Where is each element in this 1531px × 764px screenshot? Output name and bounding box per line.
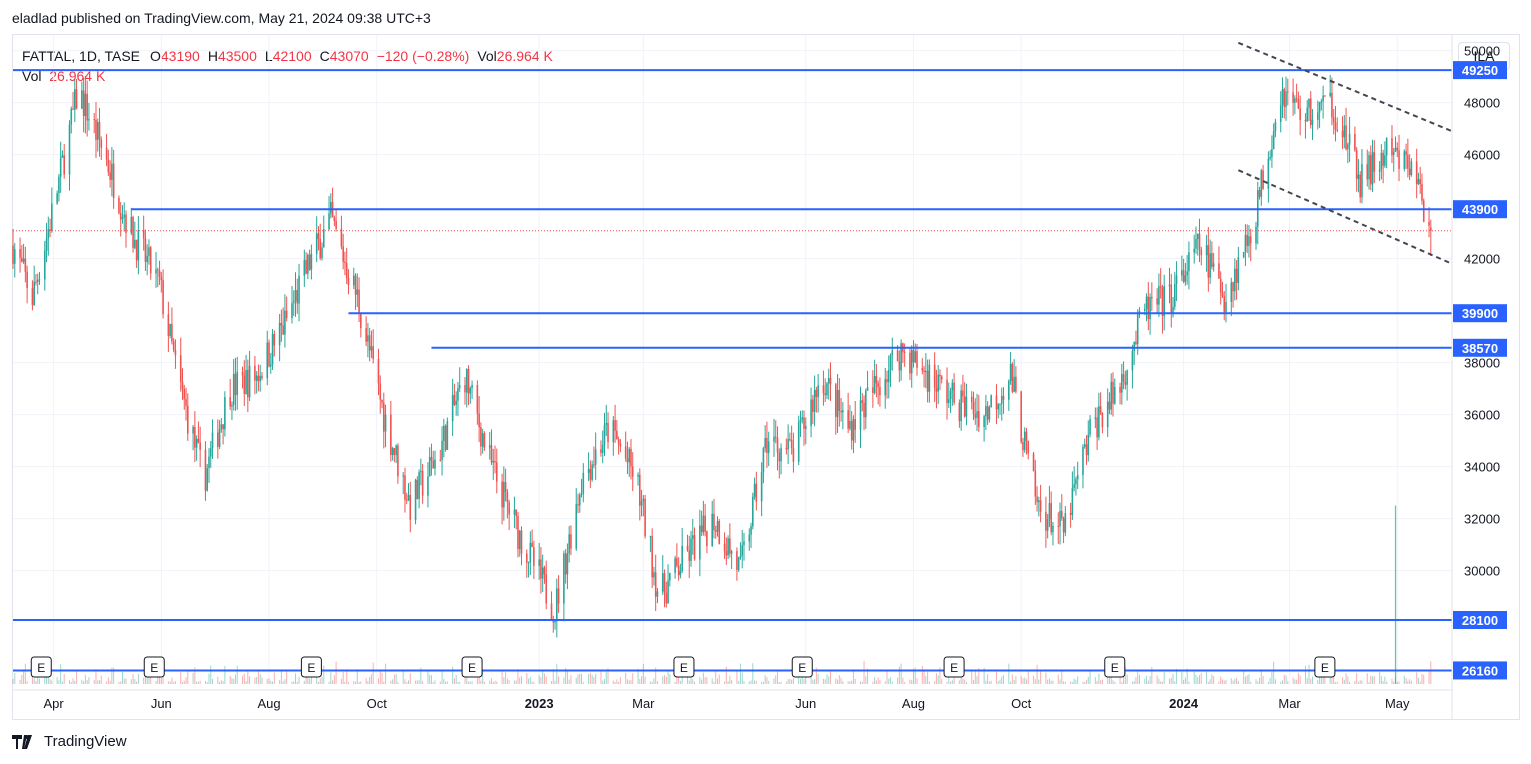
symbol-info[interactable]: FATTAL, 1D, TASE xyxy=(22,48,140,64)
legend-ohlc-row: FATTAL, 1D, TASE O43190 H43500 L42100 C43070… xyxy=(22,46,561,66)
volume-indicator-value: 26.964 K xyxy=(49,68,106,84)
tradingview-logo-icon xyxy=(12,734,32,749)
change-value: −120 (−0.28%) xyxy=(376,48,470,64)
high-label: H xyxy=(207,48,218,64)
chart-frame xyxy=(12,34,1520,720)
close-value: 43070 xyxy=(329,48,369,64)
low-value: 42100 xyxy=(272,48,312,64)
published-line: eladlad published on TradingView.com, Ma… xyxy=(12,10,431,26)
footer: TradingView xyxy=(12,733,127,750)
low-label: L xyxy=(264,48,273,64)
currency-button[interactable]: ILA xyxy=(1458,42,1510,70)
open-value: 43190 xyxy=(160,48,200,64)
high-value: 43500 xyxy=(217,48,257,64)
open-label: O xyxy=(150,48,161,64)
footer-brand: TradingView xyxy=(44,733,127,750)
legend-volume-row: Vol 26.964 K xyxy=(22,66,561,86)
legend: FATTAL, 1D, TASE O43190 H43500 L42100 C43070… xyxy=(22,46,561,86)
volume-label: Vol xyxy=(477,48,497,64)
volume-value: 26.964 K xyxy=(496,48,553,64)
close-label: C xyxy=(319,48,330,64)
volume-indicator-label[interactable]: Vol xyxy=(22,68,42,84)
